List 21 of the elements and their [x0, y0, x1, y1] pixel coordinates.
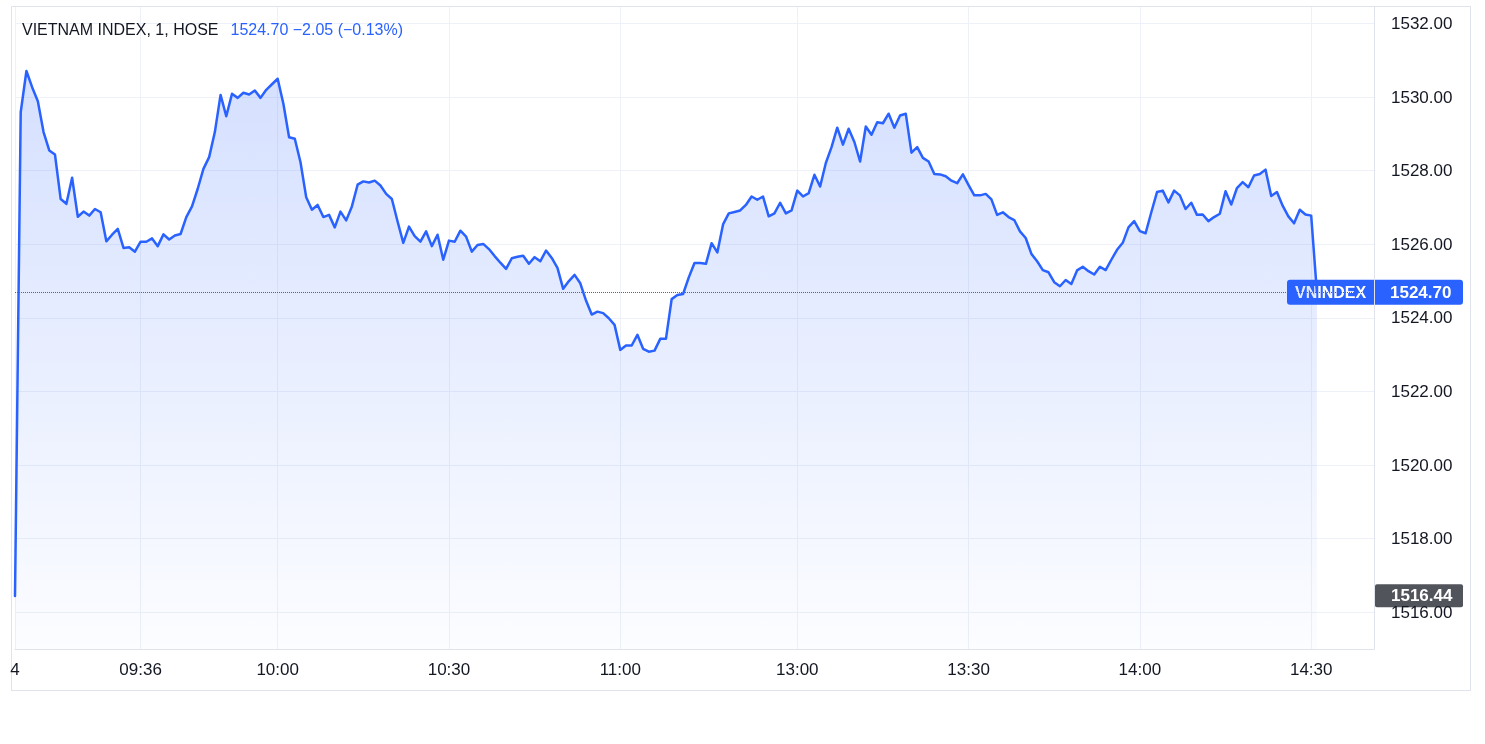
y-tick-label: 1528.00	[1391, 161, 1453, 181]
y-tick-label: 1530.00	[1391, 87, 1453, 107]
y-tick-label: 1522.00	[1391, 381, 1453, 401]
x-tick-label: 13:30	[947, 660, 990, 679]
x-tick-label: 13:00	[776, 660, 819, 679]
x-tick-label: 10:30	[427, 660, 471, 679]
ref-line-label: 1524.70	[1390, 282, 1452, 302]
x-tick-label: 14:30	[1289, 660, 1333, 679]
x-tick-label: 11:00	[599, 660, 641, 679]
x-tick-label: 4	[10, 660, 20, 679]
y-tick-label: 1520.00	[1391, 455, 1453, 475]
series-label: VNINDEX	[1295, 283, 1367, 301]
text: 1524.70 −2.05 (−0.13%)	[230, 20, 404, 38]
x-tick-label: 09:36	[119, 660, 162, 679]
y-tick-label: 1518.00	[1391, 529, 1453, 549]
x-tick-label: 10:00	[256, 660, 299, 679]
y-tick-label: 1524.00	[1391, 308, 1453, 328]
y-tick-label: 1532.00	[1391, 14, 1453, 34]
x-tick-label: 14:00	[1118, 660, 1162, 679]
text: VIETNAM INDEX, 1, HOSE	[22, 20, 219, 38]
y-tick-label: 1526.00	[1391, 234, 1453, 254]
